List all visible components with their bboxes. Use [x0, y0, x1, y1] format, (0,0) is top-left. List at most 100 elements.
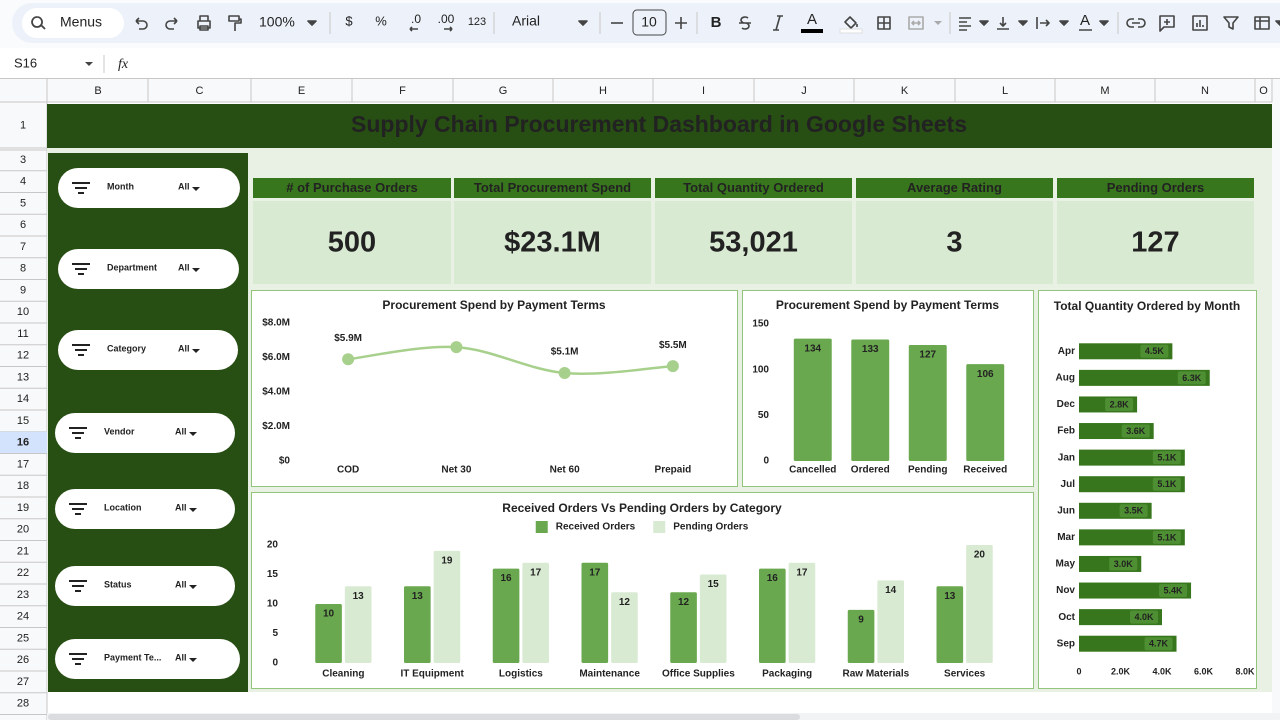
column-header[interactable]: H	[599, 85, 607, 97]
undo-button[interactable]	[135, 17, 148, 30]
print-button[interactable]	[197, 15, 211, 31]
dropdown-arrow[interactable]	[1059, 20, 1069, 26]
dropdown-arrow[interactable]	[1018, 20, 1028, 26]
filter-button[interactable]	[1223, 16, 1239, 30]
row-header[interactable]: 22	[17, 567, 29, 579]
zoom-select[interactable]: 100%	[259, 14, 295, 30]
filter-pill[interactable]	[58, 249, 239, 289]
row-header[interactable]: 24	[17, 611, 29, 623]
row-header[interactable]: 9	[20, 284, 26, 296]
row-header[interactable]: 6	[20, 219, 26, 231]
x-category-label: Received	[963, 465, 1007, 476]
row-header[interactable]: 16	[17, 437, 29, 449]
row-header[interactable]: 4	[20, 176, 26, 188]
filter-pill[interactable]	[58, 168, 240, 208]
filter-pill[interactable]	[55, 566, 235, 606]
strikethrough-button[interactable]	[739, 16, 751, 30]
dropdown-arrow[interactable]	[307, 20, 317, 26]
percent-format[interactable]: %	[375, 13, 387, 28]
row-header[interactable]: 5	[20, 197, 26, 209]
row-header[interactable]: 26	[17, 654, 29, 666]
font-size-box[interactable]	[632, 9, 667, 36]
row-header[interactable]: 19	[17, 502, 29, 514]
value-label: 17	[530, 567, 542, 578]
row-header[interactable]: 10	[17, 306, 29, 318]
dropdown-arrow[interactable]	[1275, 20, 1280, 26]
row-header[interactable]: 21	[17, 545, 29, 557]
column-header[interactable]: K	[901, 85, 909, 97]
fill-color-button[interactable]	[844, 16, 858, 29]
row-header[interactable]: 25	[17, 632, 29, 644]
column-header[interactable]: L	[1002, 85, 1008, 97]
paint-format-button[interactable]	[228, 15, 242, 31]
row-header[interactable]: 27	[17, 676, 29, 688]
borders-button[interactable]	[877, 16, 891, 30]
row-header[interactable]: 14	[17, 393, 29, 405]
decimal-increase[interactable]: .00	[438, 12, 455, 26]
dropdown-arrow	[85, 62, 93, 66]
text-rotate-button[interactable]	[1036, 17, 1050, 29]
dropdown-arrow	[192, 187, 200, 191]
dropdown-arrow[interactable]	[578, 20, 588, 26]
row-header[interactable]: 3	[20, 154, 26, 166]
row-header[interactable]: 28	[17, 698, 29, 710]
redo-button[interactable]	[165, 17, 178, 30]
currency-format[interactable]: $	[345, 13, 353, 28]
number-format[interactable]: 123	[468, 16, 486, 28]
column-header[interactable]: F	[399, 85, 406, 97]
column-header[interactable]: C	[196, 85, 204, 97]
column-header[interactable]: N	[1201, 85, 1209, 97]
column-header[interactable]: G	[499, 85, 508, 97]
value-label: $5.9M	[334, 333, 362, 344]
decimal-decrease-arrow[interactable]	[409, 26, 418, 32]
menus-search[interactable]	[22, 8, 124, 38]
dropdown-arrow[interactable]	[979, 20, 989, 26]
name-box[interactable]: S16	[14, 55, 37, 70]
table-button[interactable]	[1254, 16, 1270, 30]
column-header[interactable]: O	[1259, 85, 1268, 97]
row-header[interactable]: 13	[17, 371, 29, 383]
valign-button[interactable]	[997, 17, 1009, 30]
filter-pill[interactable]	[58, 330, 238, 370]
merge-button[interactable]	[908, 16, 924, 30]
row-header[interactable]: 18	[17, 480, 29, 492]
filter-pill[interactable]	[55, 413, 235, 453]
column-header[interactable]: I	[702, 85, 705, 97]
comment-button[interactable]	[1159, 15, 1175, 32]
italic-button[interactable]	[773, 15, 783, 31]
row-header[interactable]: 7	[20, 241, 26, 253]
row-header[interactable]: 20	[17, 524, 29, 536]
y-category-label: Mar	[1057, 532, 1075, 543]
row-header[interactable]: 15	[17, 415, 29, 427]
column-header[interactable]: J	[801, 85, 807, 97]
row-header[interactable]: 17	[17, 458, 29, 470]
column-header[interactable]: E	[298, 85, 305, 97]
bold-button[interactable]: B	[711, 14, 722, 31]
font-select[interactable]: Arial	[512, 13, 540, 29]
chart-button[interactable]	[1192, 15, 1208, 31]
scroll-thumb[interactable]	[48, 714, 800, 720]
filter-pill[interactable]	[55, 639, 240, 679]
row-header[interactable]: 11	[17, 328, 28, 340]
filter-pill[interactable]	[55, 489, 235, 529]
column-header[interactable]: B	[94, 85, 101, 97]
decimal-decrease[interactable]: .0	[411, 12, 421, 26]
align-button[interactable]	[959, 17, 971, 31]
row-header[interactable]: 1	[20, 119, 26, 131]
point	[342, 353, 355, 366]
row-header[interactable]: 8	[20, 263, 26, 275]
value-label: 4.5K	[1145, 346, 1165, 356]
column-header[interactable]: M	[1100, 85, 1109, 97]
text-color-button[interactable]: A	[807, 11, 817, 28]
text-style-button[interactable]: A	[1080, 12, 1090, 29]
font-size-increase[interactable]	[675, 17, 687, 29]
kpi-card	[1057, 201, 1254, 284]
row-header[interactable]: 12	[17, 350, 29, 362]
chart-title: Total Quantity Ordered by Month	[1054, 299, 1240, 313]
decimal-increase-arrow[interactable]	[444, 26, 453, 32]
dropdown-arrow[interactable]	[1099, 20, 1109, 26]
point	[558, 367, 571, 380]
row-header[interactable]: 23	[17, 589, 29, 601]
row-header-bar	[0, 79, 47, 720]
link-button[interactable]	[1126, 18, 1146, 28]
